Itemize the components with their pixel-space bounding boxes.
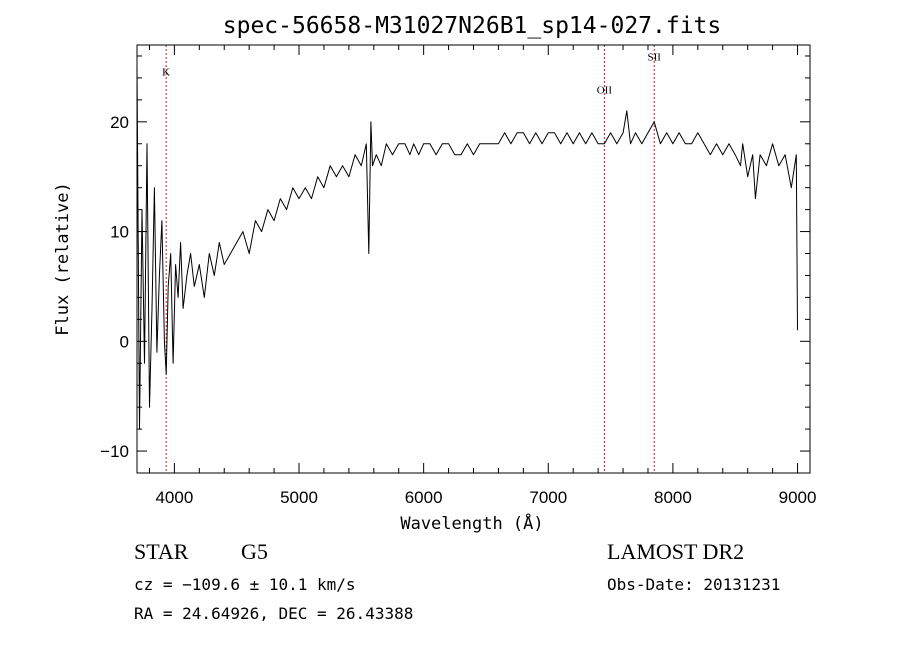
y-tick-label: 20: [110, 113, 129, 132]
y-axis-label: Flux (relative): [53, 182, 73, 336]
marker-label-sii: SII: [647, 51, 661, 63]
x-tick-label: 9000: [779, 488, 817, 507]
plot-layer: K OII SII: [136, 45, 798, 473]
plot-frame: [136, 44, 811, 474]
y-axis: −10 0 10 20: [100, 55, 810, 461]
x-tick-label: 8000: [654, 488, 692, 507]
y-tick-label: −10: [100, 442, 129, 461]
marker-label-oii: OII: [597, 84, 613, 96]
x-axis-label: Wavelength (Å): [400, 512, 543, 534]
x-tick-label: 6000: [405, 488, 443, 507]
spectrum-info: STAR G5 cz = −109.6 ± 10.1 km/s RA = 24.…: [134, 539, 780, 623]
survey-name: LAMOST DR2: [607, 539, 744, 564]
redshift-velocity: cz = −109.6 ± 10.1 km/s: [134, 575, 356, 594]
x-tick-label: 4000: [155, 488, 193, 507]
object-subclass: G5: [241, 539, 268, 564]
chart-title: spec-56658-M31027N26B1_sp14-027.fits: [223, 13, 722, 39]
x-tick-label: 7000: [529, 488, 567, 507]
y-tick-label: 0: [120, 332, 129, 351]
observation-date: Obs-Date: 20131231: [607, 575, 780, 594]
x-tick-label: 5000: [280, 488, 318, 507]
series-line-0: [136, 66, 798, 430]
object-class: STAR: [134, 539, 189, 564]
ra-dec-coordinates: RA = 24.64926, DEC = 26.43388: [134, 604, 413, 623]
y-tick-label: 10: [110, 223, 129, 242]
x-axis: 4000 5000 6000 7000 8000 9000: [148, 45, 817, 507]
marker-label-k: K: [162, 67, 170, 79]
